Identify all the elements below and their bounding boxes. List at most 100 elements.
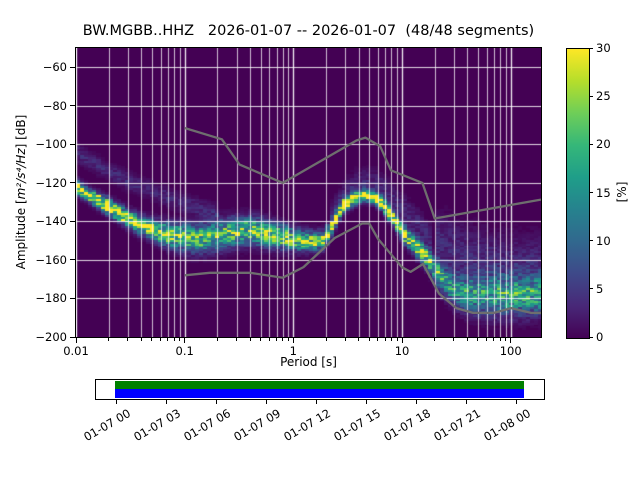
x-minor-tick <box>140 338 142 341</box>
colorbar-tick <box>589 143 593 145</box>
x-minor-tick <box>466 338 468 341</box>
timeline-tick <box>366 399 368 404</box>
colorbar-tick <box>589 336 593 338</box>
x-major-tick <box>401 338 403 343</box>
x-minor-tick <box>216 338 218 341</box>
x-minor-tick <box>493 338 495 341</box>
timeline-tick <box>316 399 318 404</box>
colorbar-tick-label: 30 <box>596 41 611 55</box>
y-axis-label-units: m²/s⁴/Hz <box>14 148 28 200</box>
timeline-label: 01-07 03 <box>130 406 183 444</box>
timeline-label: 01-07 18 <box>380 406 433 444</box>
timeline-tick <box>216 399 218 404</box>
x-minor-tick <box>505 338 507 341</box>
colorbar-tick-label: 5 <box>596 281 604 296</box>
y-major-tick <box>70 297 75 299</box>
colorbar-tick-label: 25 <box>596 89 611 104</box>
x-minor-tick <box>396 338 398 341</box>
y-major-tick <box>70 105 75 107</box>
timeline-tick <box>116 399 118 404</box>
x-major-tick <box>292 338 294 343</box>
colorbar-tick <box>589 192 593 193</box>
x-minor-tick <box>358 338 360 341</box>
x-minor-tick <box>151 338 153 341</box>
x-minor-tick <box>325 338 327 341</box>
x-minor-tick <box>276 338 278 341</box>
ppsd-heatmap <box>76 48 541 337</box>
x-minor-tick <box>453 338 455 341</box>
y-major-tick <box>70 336 75 338</box>
y-major-tick <box>70 182 75 184</box>
x-minor-tick <box>384 338 386 341</box>
colorbar-label: [%] <box>615 181 629 203</box>
y-tick-label: −60 <box>42 60 67 75</box>
timeline-label: 01-07 21 <box>430 406 483 444</box>
colorbar <box>566 48 590 339</box>
x-minor-tick <box>167 338 169 341</box>
timeline-tick <box>166 399 168 404</box>
timeline-label: 01-07 09 <box>230 406 283 444</box>
colorbar-tick <box>589 240 593 242</box>
colorbar-tick-label: 15 <box>596 185 611 200</box>
colorbar-tick-label: 10 <box>596 233 611 248</box>
x-minor-tick <box>499 338 501 341</box>
x-minor-tick <box>344 338 346 341</box>
x-minor-tick <box>268 338 270 341</box>
y-axis-label-prefix: Amplitude [ <box>14 199 28 270</box>
x-major-tick <box>510 338 512 343</box>
y-tick-label: −120 <box>35 175 67 190</box>
figure-title: BW.MGBB..HHZ 2026-01-07 -- 2026-01-07 (4… <box>82 23 535 39</box>
y-major-tick <box>70 66 75 68</box>
x-minor-tick <box>486 338 488 341</box>
timeline-tick <box>416 399 418 404</box>
timeline-coverage-bottom <box>115 388 524 399</box>
x-minor-tick <box>127 338 129 341</box>
x-minor-tick <box>368 338 370 341</box>
x-minor-tick <box>377 338 379 341</box>
y-major-tick <box>70 220 75 222</box>
y-major-tick <box>70 143 75 145</box>
x-tick-label: 100 <box>499 344 522 358</box>
x-minor-tick <box>179 338 181 341</box>
timeline-label: 01-07 12 <box>280 406 333 444</box>
y-major-tick <box>70 259 75 261</box>
colorbar-tick-label: 20 <box>596 137 611 152</box>
y-tick-label: −160 <box>35 252 67 267</box>
y-tick-label: −80 <box>42 98 67 113</box>
colorbar-tick <box>589 47 593 49</box>
colorbar-tick <box>589 288 593 290</box>
x-tick-label: 0.1 <box>175 344 194 358</box>
x-minor-tick <box>287 338 289 341</box>
x-axis-label: Period [s] <box>280 355 337 369</box>
x-minor-tick <box>160 338 162 341</box>
x-minor-tick <box>260 338 262 341</box>
y-tick-label: −200 <box>35 330 67 344</box>
x-minor-tick <box>390 338 392 341</box>
x-minor-tick <box>477 338 479 341</box>
timeline-coverage-top <box>115 380 524 389</box>
colorbar-tick <box>589 95 593 97</box>
x-tick-label: 1 <box>289 344 298 358</box>
x-minor-tick <box>236 338 238 341</box>
y-tick-label: −180 <box>35 291 67 306</box>
timeline-label: 01-08 00 <box>480 406 533 444</box>
x-tick-label: 0.01 <box>63 344 89 358</box>
x-minor-tick <box>282 338 284 341</box>
colorbar-tick-label: 0 <box>596 330 604 344</box>
x-minor-tick <box>108 338 110 341</box>
x-tick-label: 10 <box>394 344 410 358</box>
x-major-tick <box>184 338 186 343</box>
x-major-tick <box>75 338 77 343</box>
y-tick-label: −100 <box>35 137 67 152</box>
x-minor-tick <box>434 338 436 341</box>
timeline-label: 01-07 06 <box>180 406 233 444</box>
timeline-tick <box>466 399 468 404</box>
timeline-tick <box>266 399 268 404</box>
x-minor-tick <box>249 338 251 341</box>
timeline-tick <box>516 399 518 404</box>
timeline-label: 01-07 00 <box>80 406 133 444</box>
y-axis-label: Amplitude [m²/s⁴/Hz] [dB] <box>14 115 28 270</box>
x-minor-tick <box>173 338 175 341</box>
y-tick-label: −140 <box>35 214 67 229</box>
